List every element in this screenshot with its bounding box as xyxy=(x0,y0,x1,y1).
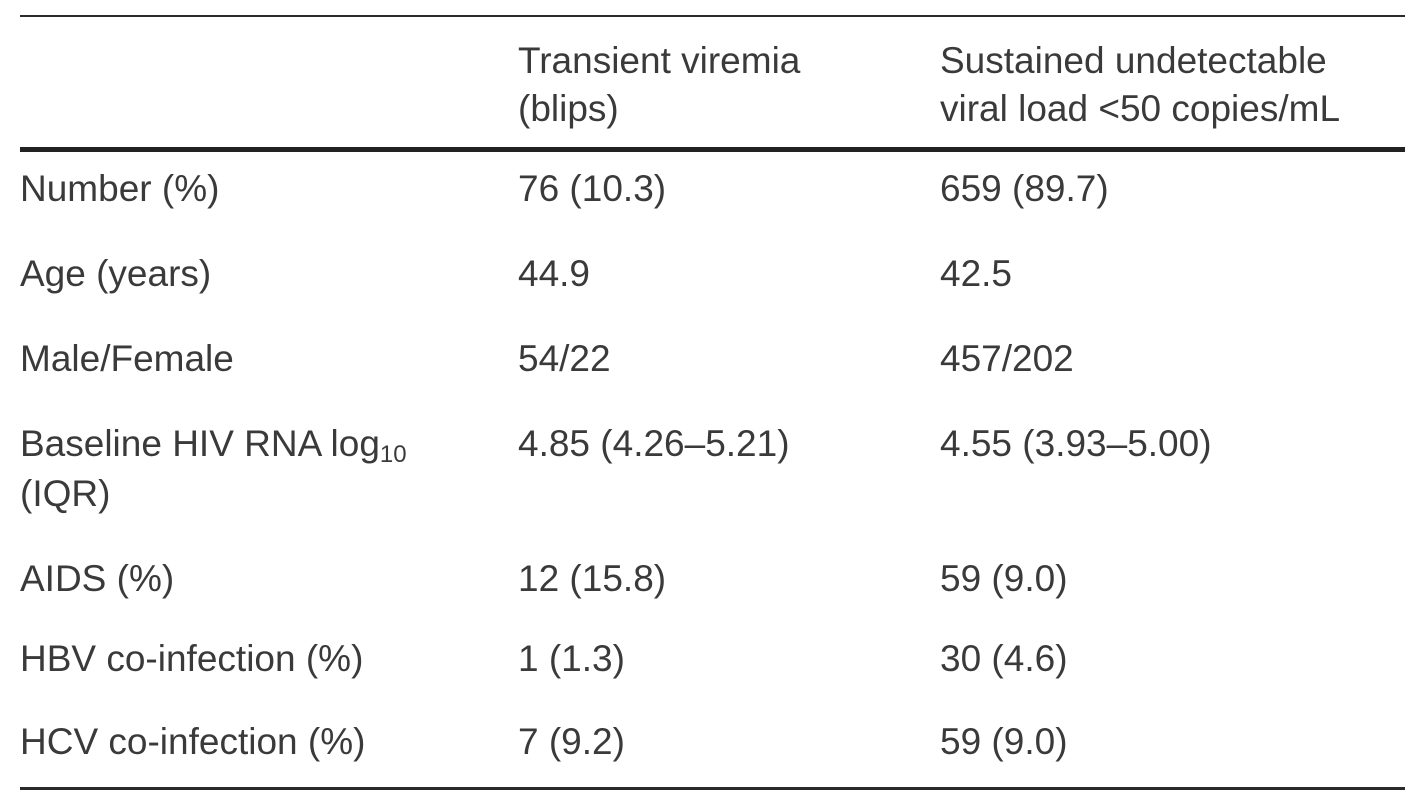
cell-aids-sustained: 59 (9.0) xyxy=(940,558,1068,599)
cell-baseline-sustained: 4.55 (3.93–5.00) xyxy=(940,423,1212,464)
row-label-baseline-main: Baseline HIV RNA log xyxy=(20,423,380,464)
cell-hbv-blips: 1 (1.3) xyxy=(518,638,625,679)
table-header-rule xyxy=(20,147,1405,152)
row-label-baseline-subscript: 10 xyxy=(379,441,407,468)
cell-baseline-blips: 4.85 (4.26–5.21) xyxy=(518,423,790,464)
cell-hcv-blips: 7 (9.2) xyxy=(518,721,625,762)
cell-age-sustained: 42.5 xyxy=(940,253,1013,294)
row-label-aids: AIDS (%) xyxy=(20,558,175,599)
cell-aids-blips: 12 (15.8) xyxy=(518,558,667,599)
cell-age-blips: 44.9 xyxy=(518,253,591,294)
cell-sex-sustained: 457/202 xyxy=(940,338,1074,379)
cell-sex-blips: 54/22 xyxy=(518,338,611,379)
row-label-sex: Male/Female xyxy=(20,338,234,379)
table-bottom-rule xyxy=(20,787,1405,790)
row-label-age: Age (years) xyxy=(20,253,212,294)
cell-number-sustained: 659 (89.7) xyxy=(940,168,1109,209)
row-label-number: Number (%) xyxy=(20,168,220,209)
header-sustained-undetectable: Sustained undetectable viral load <50 co… xyxy=(940,40,1341,129)
cell-number-blips: 76 (10.3) xyxy=(518,168,667,209)
cell-hcv-sustained: 59 (9.0) xyxy=(940,721,1068,762)
cell-hbv-sustained: 30 (4.6) xyxy=(940,638,1068,679)
header-transient-viremia: Transient viremia (blips) xyxy=(518,40,801,129)
row-label-hbv: HBV co-infection (%) xyxy=(20,638,364,679)
row-label-baseline-hiv-rna: Baseline HIV RNA log10 xyxy=(20,420,407,468)
row-label-hcv: HCV co-infection (%) xyxy=(20,721,366,762)
row-label-baseline-iqr: (IQR) xyxy=(20,473,111,514)
table-top-rule xyxy=(20,15,1405,17)
